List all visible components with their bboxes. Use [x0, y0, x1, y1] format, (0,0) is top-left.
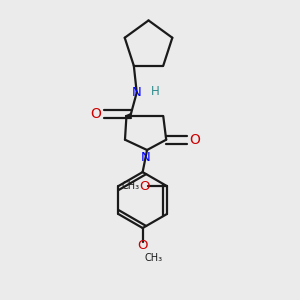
Text: O: O	[189, 133, 200, 147]
Text: N: N	[132, 86, 142, 99]
Text: CH₃: CH₃	[145, 253, 163, 263]
Text: CH₃: CH₃	[122, 181, 140, 191]
Text: H: H	[151, 85, 159, 98]
Text: N: N	[141, 151, 151, 164]
Text: O: O	[140, 180, 150, 193]
Text: O: O	[137, 239, 148, 252]
Text: O: O	[91, 107, 102, 121]
